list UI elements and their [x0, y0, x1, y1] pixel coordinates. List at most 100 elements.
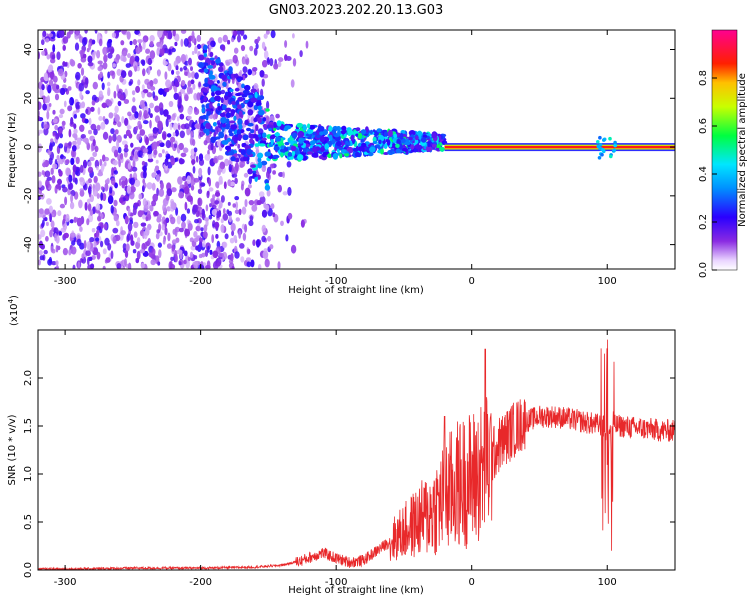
- spectrogram-noise-blob: [108, 112, 114, 119]
- spectrogram-noise-blob: [160, 181, 164, 190]
- spectrogram-noise-blob: [57, 68, 64, 77]
- spectrogram-noise-blob: [107, 39, 113, 44]
- spectrogram-noise-blob: [126, 233, 131, 242]
- spectrogram-signal-blob: [396, 138, 401, 146]
- spectrogram-noise-blob: [68, 174, 73, 183]
- spectrogram-noise-blob: [269, 163, 275, 169]
- spectrogram-x-tick-label: 0: [469, 276, 475, 287]
- spectrogram-noise-blob: [232, 54, 238, 64]
- spectrogram-noise-blob: [184, 250, 188, 257]
- spectrogram-noise-blob: [132, 97, 136, 103]
- spectrogram-noise-blob: [171, 113, 176, 121]
- spectrogram-noise-blob: [152, 127, 158, 134]
- spectrogram-noise-blob: [166, 188, 172, 197]
- spectrogram-noise-blob: [51, 175, 56, 184]
- spectrogram-noise-blob: [172, 132, 176, 137]
- spectrogram-noise-blob: [114, 129, 119, 135]
- spectrogram-noise-blob: [153, 78, 158, 85]
- spectrogram-noise-blob: [99, 158, 103, 167]
- spectrogram-noise-blob: [280, 220, 284, 226]
- spectrogram-noise-blob: [105, 257, 111, 263]
- spectrogram-noise-blob: [130, 142, 134, 148]
- spectrogram-noise-blob: [236, 30, 242, 35]
- spectrogram-noise-blob: [52, 109, 56, 115]
- spectrogram-noise-blob: [224, 158, 230, 167]
- spectrogram-noise-blob: [120, 70, 127, 78]
- spectrogram-noise-blob: [187, 72, 192, 78]
- spectrogram-noise-blob: [110, 177, 116, 186]
- spectrogram-noise-blob: [193, 255, 198, 260]
- spectrogram-signal-blob: [376, 128, 382, 133]
- spectrogram-noise-blob: [96, 251, 101, 260]
- spectrogram-signal-blob: [225, 108, 230, 113]
- spectrogram-signal-blob: [329, 134, 333, 141]
- spectrogram-signal-blob: [315, 134, 322, 138]
- spectrogram-noise-blob: [299, 50, 303, 58]
- spectrogram-noise-blob: [196, 92, 201, 101]
- spectrogram-noise-blob: [95, 229, 100, 238]
- spectrogram-noise-blob: [284, 40, 288, 48]
- spectrogram-noise-blob: [134, 65, 138, 72]
- spectrogram-noise-blob: [101, 102, 108, 109]
- spectrogram-noise-blob: [39, 189, 42, 195]
- spectrogram-noise-blob: [183, 147, 189, 153]
- spectrogram-noise-blob: [41, 39, 45, 46]
- spectrogram-noise-blob: [74, 42, 80, 51]
- spectrogram-noise-blob: [73, 128, 78, 135]
- spectrogram-noise-blob: [38, 259, 41, 266]
- snr-y-tick-label: 2.0: [23, 370, 34, 386]
- spectrogram-signal-blob: [361, 142, 367, 148]
- spectrogram-noise-blob: [213, 157, 218, 164]
- spectrogram-noise-blob: [102, 62, 108, 70]
- spectrogram-noise-blob: [183, 65, 188, 71]
- spectrogram-noise-blob: [127, 222, 133, 232]
- spectrogram-noise-blob: [238, 230, 242, 239]
- spectrogram-x-tick-label: -300: [54, 276, 77, 287]
- spectrogram-noise-blob: [89, 209, 94, 216]
- spectrogram-noise-blob: [214, 221, 220, 229]
- spectrogram-noise-blob: [79, 190, 85, 197]
- spectrogram-noise-blob: [175, 207, 179, 216]
- spectrogram-signal-blob: [219, 133, 224, 139]
- tone-band-core: [444, 145, 675, 149]
- spectrogram-noise-blob: [42, 30, 47, 38]
- spectrogram-noise-blob: [84, 30, 88, 34]
- spectrogram-noise-blob: [90, 263, 95, 269]
- spectrogram-noise-blob: [221, 44, 226, 52]
- spectrogram-signal-blob: [355, 127, 361, 132]
- spectrogram-noise-blob: [261, 41, 266, 50]
- spectrogram-noise-blob: [70, 194, 74, 203]
- spectrogram-signal-blob: [393, 133, 398, 138]
- spectrogram-noise-blob: [260, 88, 264, 98]
- spectrogram-noise-blob: [249, 215, 254, 222]
- spectrogram-noise-blob: [248, 69, 252, 75]
- spectrogram-noise-blob: [262, 250, 269, 259]
- spectrogram-signal-blob: [243, 91, 250, 96]
- spectrogram-signal-blob: [203, 89, 209, 93]
- spectrogram-noise-blob: [97, 66, 103, 72]
- spectrogram-signal-blob: [205, 122, 212, 129]
- snr-multiplier-base: (x10: [9, 303, 20, 326]
- spectrogram-signal-blob: [218, 66, 224, 73]
- spectrogram-noise-blob: [109, 46, 115, 55]
- spectrogram-noise-blob: [180, 38, 184, 48]
- spectrogram-noise-blob: [116, 68, 122, 76]
- spectrogram-signal-blob: [222, 123, 226, 128]
- spectrogram-noise-blob: [131, 166, 138, 172]
- spectrogram-noise-blob: [231, 266, 235, 269]
- spectrogram-noise-blob: [191, 122, 197, 131]
- spectrogram-noise-blob: [244, 223, 248, 233]
- spectrogram-noise-blob: [183, 186, 190, 195]
- spectrogram-noise-blob: [122, 50, 127, 57]
- spectrogram-signal-blob: [307, 128, 312, 135]
- spectrogram-noise-blob: [258, 264, 262, 269]
- spectrogram-signal-blob: [210, 85, 218, 91]
- spectrogram-noise-blob: [121, 116, 125, 124]
- snr-x-ticks: -300 -200 -100 0 100: [54, 330, 617, 588]
- snr-y-ticks: 0.0 0.5 1.0 1.5 2.0: [23, 370, 675, 578]
- spectrogram-noise-blob: [120, 54, 126, 62]
- spectrogram-signal-blob: [264, 179, 270, 185]
- spectrogram-noise-blob: [246, 261, 252, 268]
- spectrogram-signal-blob: [228, 151, 235, 156]
- spectrogram-noise-blob: [120, 176, 127, 181]
